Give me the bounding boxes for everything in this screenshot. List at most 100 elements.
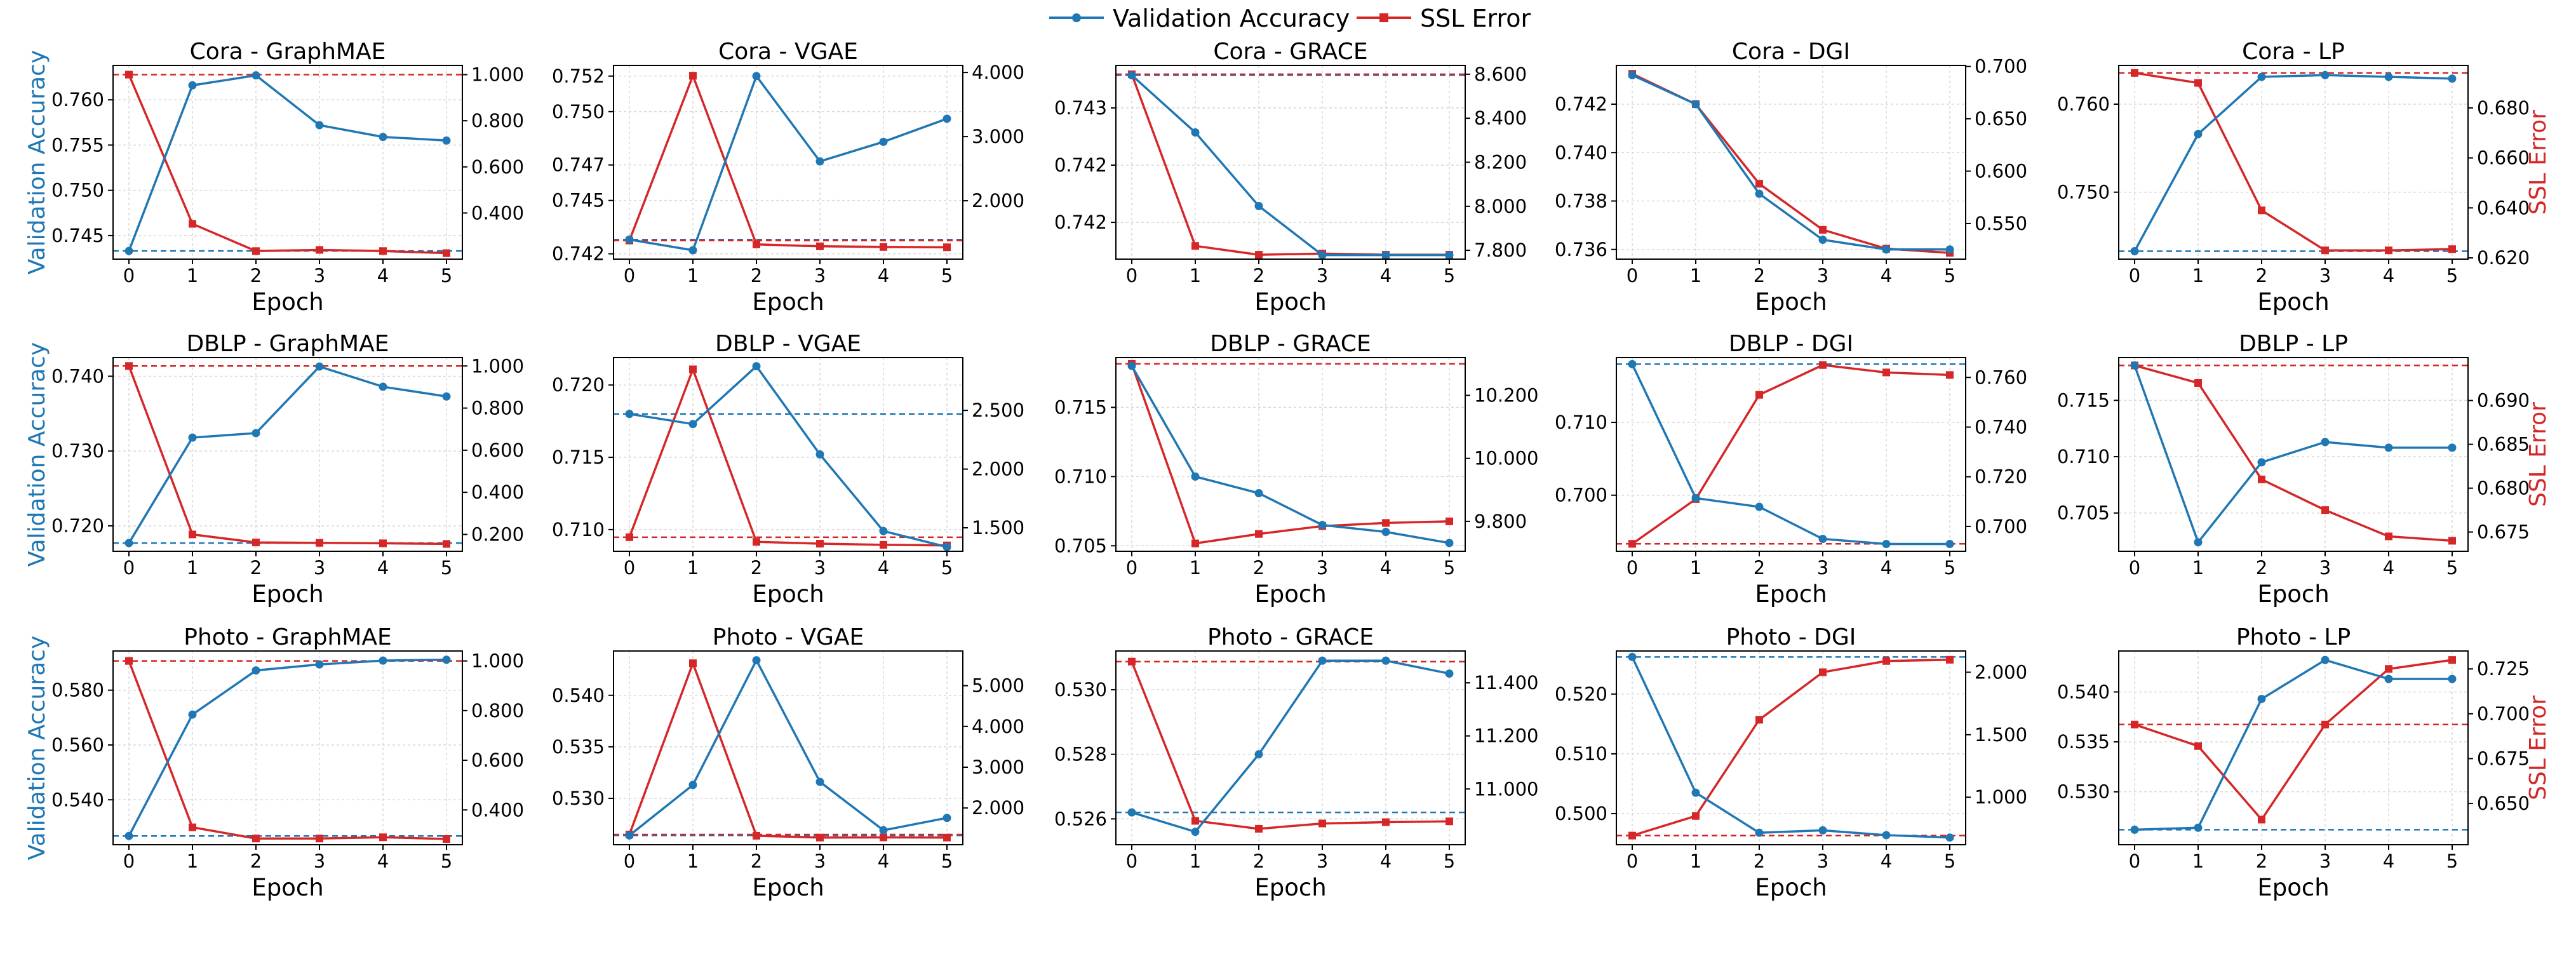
y-left-tick-label: 0.540 (2057, 681, 2110, 702)
accuracy-line (1131, 659, 1450, 833)
ssl-error-point (1946, 371, 1954, 379)
legend-accuracy-marker (1072, 13, 1081, 22)
y-left-tick-label: 0.530 (552, 788, 605, 809)
y-right-tick-label: 0.800 (471, 398, 524, 419)
y-left-tick-label: 0.720 (552, 374, 605, 396)
accuracy-point (442, 655, 451, 664)
accuracy-line (628, 657, 948, 836)
y-right-tick-label: 0.675 (2477, 521, 2530, 543)
subplot: 0 1 2 3 4 5 0.705 0.710 0.715 9.800 10.000 10.200 DB… (1054, 331, 1539, 608)
accuracy-point (1818, 236, 1827, 244)
accuracy-point (1755, 828, 1764, 837)
y-left-tick-label: 0.540 (51, 789, 104, 810)
x-tick-label: 2 (2256, 850, 2267, 872)
accuracy-point (1318, 251, 1327, 260)
y-left-tick-label: 0.530 (1054, 679, 1107, 701)
ssl-error-point (1191, 817, 1199, 825)
x-tick-label: 1 (2192, 265, 2204, 286)
x-axis-label: Epoch (1755, 580, 1827, 608)
accuracy-point (1945, 833, 1954, 842)
y-right-tick-label: 9.800 (1474, 511, 1527, 532)
x-tick-label: 3 (314, 557, 325, 579)
y-right-axis-label: SSL Error (2525, 110, 2551, 215)
y-left-tick-label: 0.738 (1555, 191, 1607, 212)
x-tick-label: 0 (624, 850, 635, 872)
accuracy-point (1254, 201, 1263, 210)
x-tick-label: 5 (441, 557, 452, 579)
y-left-tick-label: 0.580 (51, 680, 104, 701)
x-tick-label: 2 (751, 557, 762, 579)
y-left-tick-label: 0.740 (1555, 142, 1607, 163)
x-tick-label: 0 (1627, 265, 1638, 286)
accuracy-point (625, 410, 634, 419)
y-right-tick-label: 7.800 (1474, 239, 1527, 261)
x-tick-label: 0 (123, 850, 135, 872)
accuracy-point (688, 246, 697, 255)
x-tick-label: 3 (1317, 850, 1328, 872)
ssl-error-point (1819, 361, 1827, 369)
accuracy-point (1628, 70, 1637, 79)
x-tick-label: 1 (1190, 850, 1201, 872)
x-tick-label: 5 (1444, 850, 1455, 872)
y-right-tick-label: 8.600 (1474, 64, 1527, 85)
accuracy-point (124, 831, 133, 840)
y-right-tick-label: 10.200 (1474, 385, 1538, 406)
x-tick-label: 4 (1881, 557, 1892, 579)
x-axis-label: Epoch (1254, 874, 1326, 901)
ssl-error-point (252, 835, 260, 843)
accuracy-point (2448, 674, 2457, 683)
subplot: 0 1 2 3 4 5 0.530 0.535 0.540 0.650 0.675 0.700 0.72… (2057, 624, 2551, 901)
accuracy-line (128, 659, 447, 837)
subplot: 0 1 2 3 4 5 0.720 0.730 0.740 0.200 0.400 0.600 0.80… (24, 331, 524, 608)
y-left-tick-label: 0.736 (1555, 239, 1607, 260)
ssl-error-point (1255, 824, 1263, 833)
ssl-error-point (753, 240, 760, 248)
x-tick-label: 5 (1444, 265, 1455, 286)
x-tick-label: 2 (1754, 850, 1765, 872)
x-tick-label: 1 (687, 265, 699, 286)
ssl-error-point (816, 539, 824, 547)
x-tick-label: 0 (2129, 850, 2140, 872)
accuracy-point (1127, 808, 1136, 817)
x-tick-label: 2 (250, 265, 262, 286)
y-left-tick-label: 0.750 (51, 180, 104, 201)
y-left-tick-label: 0.540 (552, 685, 605, 706)
x-tick-label: 4 (878, 557, 889, 579)
y-right-axis-label: SSL Error (2525, 695, 2551, 800)
subplot-title: Cora - GRACE (1213, 39, 1367, 65)
accuracy-point (879, 137, 888, 146)
subplot-title: Photo - LP (2236, 624, 2351, 650)
subplot-title: Cora - GraphMAE (190, 39, 386, 65)
y-right-tick-label: 1.000 (471, 650, 524, 672)
accuracy-point (2384, 443, 2393, 452)
y-right-tick-label: 10.000 (1474, 448, 1538, 469)
y-right-tick-label: 0.800 (471, 110, 524, 131)
x-tick-label: 4 (1380, 850, 1392, 872)
x-tick-label: 3 (1317, 557, 1328, 579)
ssl-error-point (2131, 69, 2138, 77)
x-tick-label: 3 (1317, 265, 1328, 286)
accuracy-point (2384, 72, 2393, 81)
subplot: 0 1 2 3 4 5 0.705 0.710 0.715 0.675 0.680 0.685 0.69… (2057, 331, 2551, 608)
accuracy-point (688, 420, 697, 429)
subplot: 0 1 2 3 4 5 0.750 0.760 0.620 0.640 0.660 0.680 Cora… (2057, 39, 2551, 316)
x-tick-label: 4 (2383, 557, 2394, 579)
ssl-error-point (379, 539, 387, 547)
y-right-tick-label: 8.000 (1474, 196, 1527, 217)
accuracy-point (879, 527, 888, 535)
subplot-title: DBLP - GraphMAE (187, 331, 389, 357)
y-right-tick-label: 0.400 (471, 799, 524, 821)
x-tick-label: 1 (687, 557, 699, 579)
plot-frame (112, 65, 463, 260)
y-left-tick-label: 0.742 (1054, 154, 1107, 176)
accuracy-line (2134, 659, 2452, 831)
x-tick-label: 3 (1817, 265, 1828, 286)
x-axis-label: Epoch (2257, 288, 2329, 316)
accuracy-point (1755, 502, 1764, 511)
ssl-error-point (1882, 657, 1890, 665)
x-tick-label: 1 (2192, 557, 2204, 579)
accuracy-line (1631, 656, 1950, 839)
accuracy-point (252, 666, 260, 675)
ssl-error-point (252, 247, 260, 255)
y-left-tick-label: 0.710 (1555, 412, 1607, 433)
